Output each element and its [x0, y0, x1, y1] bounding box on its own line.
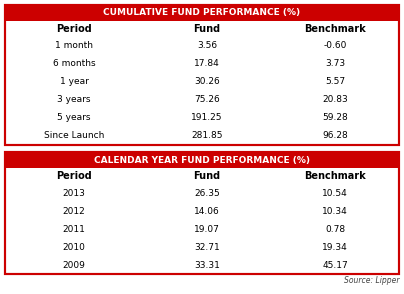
Text: 75.26: 75.26	[194, 96, 220, 104]
Text: 1 month: 1 month	[55, 41, 93, 51]
Text: Fund: Fund	[194, 24, 221, 34]
Text: Since Launch: Since Launch	[44, 131, 104, 141]
Text: Period: Period	[56, 24, 92, 34]
Text: 3.56: 3.56	[197, 41, 217, 51]
Text: 32.71: 32.71	[194, 243, 220, 251]
Text: 26.35: 26.35	[194, 188, 220, 198]
Text: 19.34: 19.34	[322, 243, 348, 251]
Text: 2011: 2011	[63, 225, 85, 233]
Text: 33.31: 33.31	[194, 260, 220, 270]
Text: Benchmark: Benchmark	[304, 171, 366, 181]
Text: 5 years: 5 years	[57, 113, 91, 123]
Bar	[5, 152, 399, 274]
Bar	[5, 5, 399, 145]
Bar	[5, 152, 399, 168]
Text: 6 months: 6 months	[53, 59, 95, 69]
Text: CUMULATIVE FUND PERFORMANCE (%): CUMULATIVE FUND PERFORMANCE (%)	[103, 9, 301, 18]
Text: 45.17: 45.17	[322, 260, 348, 270]
Text: 191.25: 191.25	[191, 113, 223, 123]
Text: 1 year: 1 year	[59, 78, 88, 86]
Text: 17.84: 17.84	[194, 59, 220, 69]
Text: 3 years: 3 years	[57, 96, 91, 104]
Text: Benchmark: Benchmark	[304, 24, 366, 34]
Text: 2010: 2010	[63, 243, 85, 251]
Text: 10.54: 10.54	[322, 188, 348, 198]
Text: Fund: Fund	[194, 171, 221, 181]
Bar	[5, 152, 399, 274]
Text: 0.78: 0.78	[325, 225, 345, 233]
Text: 3.73: 3.73	[325, 59, 345, 69]
Text: 2012: 2012	[63, 206, 85, 216]
Text: CALENDAR YEAR FUND PERFORMANCE (%): CALENDAR YEAR FUND PERFORMANCE (%)	[94, 156, 310, 165]
Text: 20.83: 20.83	[322, 96, 348, 104]
Text: 59.28: 59.28	[322, 113, 348, 123]
Text: 2013: 2013	[63, 188, 85, 198]
Text: 96.28: 96.28	[322, 131, 348, 141]
Bar	[5, 5, 399, 21]
Text: 30.26: 30.26	[194, 78, 220, 86]
Text: 14.06: 14.06	[194, 206, 220, 216]
Text: 281.85: 281.85	[191, 131, 223, 141]
Text: 10.34: 10.34	[322, 206, 348, 216]
Bar	[5, 5, 399, 145]
Text: 19.07: 19.07	[194, 225, 220, 233]
Text: 5.57: 5.57	[325, 78, 345, 86]
Text: Source: Lipper: Source: Lipper	[343, 276, 399, 285]
Text: Period: Period	[56, 171, 92, 181]
Text: -0.60: -0.60	[323, 41, 347, 51]
Text: 2009: 2009	[63, 260, 85, 270]
